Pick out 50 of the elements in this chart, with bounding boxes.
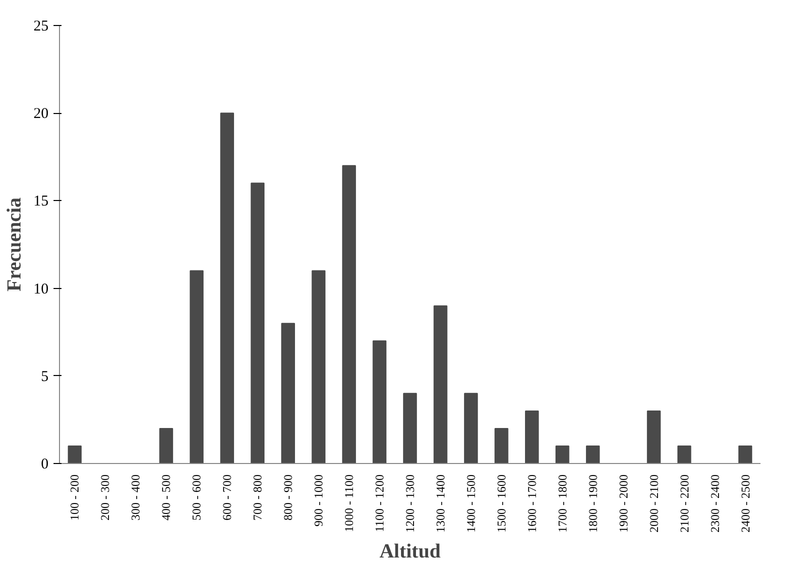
y-tick-label: 10 [34,281,48,298]
bar [68,445,82,464]
x-tick-label: 1900 - 2000 [616,474,630,532]
bar [677,445,692,464]
x-tick-label: 1000 - 1100 [342,474,356,532]
x-tick-label: 1700 - 1800 [555,474,570,532]
y-tick-label: 20 [34,106,48,122]
bar [159,428,174,464]
bar [738,445,752,464]
x-tick-label: 500 - 600 [190,474,204,520]
bar [555,445,570,464]
y-tick-label: 15 [34,194,48,210]
bar [190,270,204,464]
x-tick-label: 1500 - 1600 [494,474,508,532]
bar [494,428,508,464]
bar [464,392,478,464]
x-tick-label: 400 - 500 [159,474,174,520]
y-tick-label: 0 [41,456,48,472]
bar [434,305,448,464]
x-axis-title: Altitud [379,540,441,562]
y-axis-title: Frecuencia [4,197,26,292]
x-tick-label: 700 - 800 [250,474,265,520]
x-tick-label: 1100 - 1200 [372,474,387,532]
y-tick-label: 25 [34,18,48,34]
bar [342,165,356,464]
x-tick-label: 2300 - 2400 [708,474,722,532]
x-tick-label: 1200 - 1300 [403,474,417,532]
x-tick-label: 100 - 200 [68,474,82,520]
x-tick-label: 800 - 900 [281,474,296,520]
x-tick-label: 1400 - 1500 [464,474,478,532]
bar [281,322,295,464]
x-tick-label: 600 - 700 [220,474,234,520]
x-tick-label: 2000 - 2100 [646,474,661,532]
x-tick-label: 1800 - 1900 [586,474,600,532]
x-tick-label: 1300 - 1400 [433,474,448,532]
x-tick-label: 1600 - 1700 [524,474,539,532]
bar [250,182,265,464]
x-tick-label: 900 - 1000 [312,474,326,526]
y-tick-label: 5 [41,368,48,385]
bar [403,392,417,464]
bar [646,410,661,464]
bar [525,410,539,464]
x-tick-label: 2100 - 2200 [677,474,692,532]
bar [312,270,326,464]
x-tick-label: 2400 - 2500 [738,474,752,532]
x-tick-label: 300 - 400 [128,474,143,520]
bar [586,445,600,464]
x-tick-label: 200 - 300 [98,474,112,520]
bar [220,112,234,464]
bar [372,340,386,464]
